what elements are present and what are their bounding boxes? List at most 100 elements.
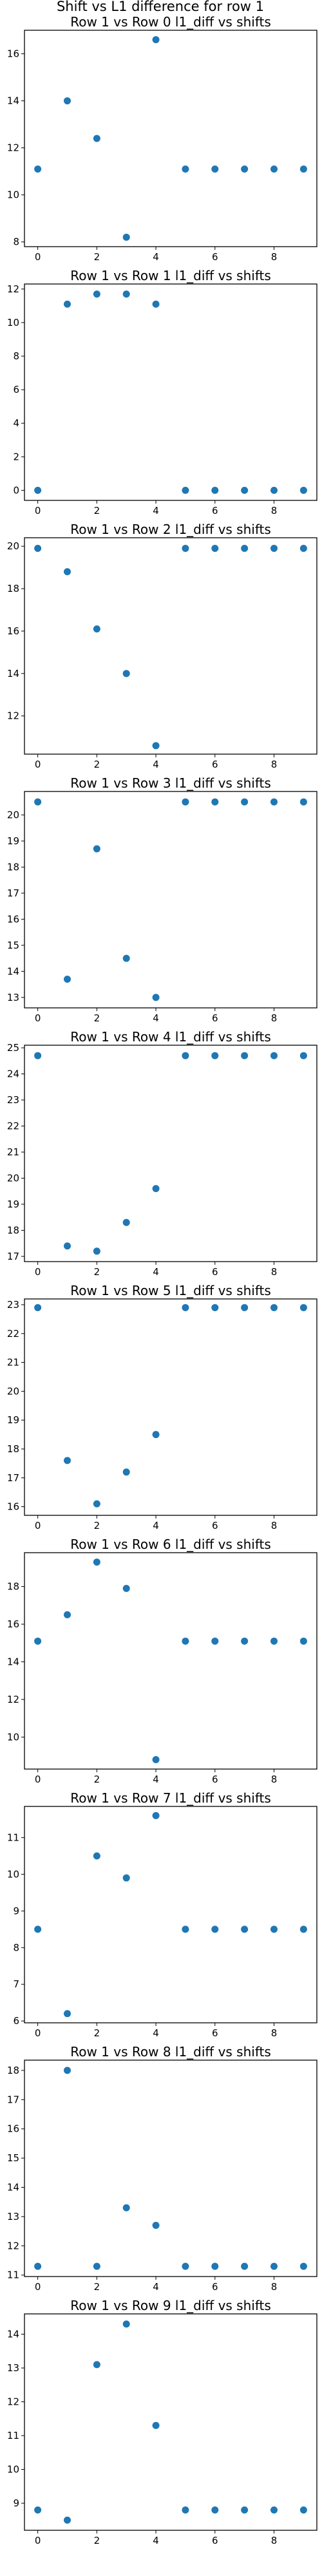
- subplot-7-ytick-label: 8: [13, 1942, 19, 1953]
- subplot-5-point-2: [93, 1500, 100, 1508]
- subplot-8: Row 1 vs Row 8 l1_diff vs shifts 0 2 4 6 8 11 1…: [7, 2044, 317, 2293]
- subplot-0-point-4: [152, 36, 160, 44]
- subplot-1-point-7: [241, 486, 249, 494]
- subplot-0-xtick-label: 2: [94, 251, 100, 263]
- subplot-4-ytick-label: 19: [7, 1198, 19, 1210]
- subplot-7: Row 1 vs Row 7 l1_diff vs shifts 0 2 4 6 8 6 7 8…: [7, 1790, 317, 2039]
- subplot-9-frame: [24, 2313, 317, 2531]
- subplot-5-point-9: [299, 1303, 307, 1311]
- subplot-9-title: Row 1 vs Row 9 l1_diff vs shifts: [70, 2298, 271, 2313]
- subplot-5-point-4: [152, 1431, 160, 1439]
- subplot-5-title: Row 1 vs Row 5 l1_diff vs shifts: [70, 1283, 271, 1298]
- subplot-2-xtick-label: 6: [212, 759, 218, 770]
- subplot-5-point-6: [211, 1303, 219, 1311]
- subplot-9-point-0: [34, 2506, 42, 2514]
- subplot-7-xtick-label: 6: [212, 2027, 218, 2039]
- subplot-0-point-8: [270, 165, 278, 173]
- subplot-0-xtick-label: 8: [271, 251, 278, 263]
- subplot-9-point-1: [63, 2516, 71, 2524]
- subplot-8-ytick-label: 17: [7, 2094, 19, 2105]
- subplot-3-point-8: [270, 798, 278, 806]
- subplot-6-ytick-label: 14: [7, 1656, 19, 1667]
- subplot-9-ytick-label: 10: [7, 2464, 19, 2476]
- subplot-3-ytick-label: 13: [7, 992, 19, 1003]
- subplot-3-xtick-label: 6: [212, 1012, 218, 1024]
- subplot-1-point-1: [63, 300, 71, 308]
- subplot-8-xtick-label: 0: [35, 2281, 41, 2293]
- subplot-9-ytick-label: 12: [7, 2396, 19, 2408]
- subplot-4-xtick-label: 4: [153, 1266, 159, 1278]
- subplot-2-point-6: [211, 544, 219, 552]
- subplot-3-frame: [24, 791, 317, 1009]
- subplot-7-point-2: [93, 1852, 100, 1860]
- subplot-5: Row 1 vs Row 5 l1_diff vs shifts 0 2 4 6 8 16 1…: [7, 1283, 317, 1531]
- subplot-8-point-0: [34, 2262, 42, 2270]
- subplot-5-point-3: [122, 1468, 130, 1476]
- subplot-8-xtick-label: 2: [94, 2281, 100, 2293]
- subplot-8-point-6: [211, 2262, 219, 2270]
- subplot-1-point-9: [299, 486, 307, 494]
- subplot-1-ytick-label: 2: [13, 451, 19, 462]
- subplot-9-ytick-label: 9: [13, 2497, 19, 2509]
- subplot-8-ytick-label: 18: [7, 2065, 19, 2076]
- subplot-9-xtick-label: 8: [271, 2535, 278, 2546]
- subplot-3-point-2: [93, 845, 100, 853]
- subplot-9-ytick-label: 13: [7, 2362, 19, 2374]
- subplot-6-ytick-label: 10: [7, 1731, 19, 1743]
- subplot-7-ytick-label: 7: [13, 1978, 19, 1990]
- subplot-2-ytick-label: 20: [7, 540, 19, 552]
- subplot-1-xtick-label: 8: [271, 505, 278, 516]
- subplot-6-point-9: [299, 1637, 307, 1645]
- subplot-0-point-9: [299, 165, 307, 173]
- subplot-3-point-5: [182, 798, 189, 806]
- subplot-0-point-6: [211, 165, 219, 173]
- subplot-4-ytick-label: 21: [7, 1146, 19, 1158]
- subplot-5-ytick-label: 21: [7, 1357, 19, 1368]
- subplot-7-xtick-label: 2: [94, 2027, 100, 2039]
- subplot-0-title: Row 1 vs Row 0 l1_diff vs shifts: [70, 14, 271, 30]
- subplot-4-ytick-label: 18: [7, 1224, 19, 1236]
- subplot-1-xtick-label: 2: [94, 505, 100, 516]
- subplot-7-title: Row 1 vs Row 7 l1_diff vs shifts: [70, 1790, 271, 1806]
- subplot-0-point-0: [34, 165, 42, 173]
- subplot-9-xtick-label: 6: [212, 2535, 218, 2546]
- subplot-9-xtick-label: 4: [153, 2535, 159, 2546]
- subplot-4-xtick-label: 2: [94, 1266, 100, 1278]
- subplot-1-title: Row 1 vs Row 1 l1_diff vs shifts: [70, 268, 271, 283]
- subplot-2-point-5: [182, 544, 189, 552]
- subplot-5-point-8: [270, 1303, 278, 1311]
- subplot-2-point-1: [63, 568, 71, 576]
- subplot-1-xtick-label: 0: [35, 505, 41, 516]
- subplot-7-point-7: [241, 1926, 249, 1933]
- subplot-1: Row 1 vs Row 1 l1_diff vs shifts 0 2 4 6 8 0 2 4…: [7, 268, 317, 516]
- subplot-3-xtick-label: 0: [35, 1012, 41, 1024]
- subplot-9-point-9: [299, 2506, 307, 2514]
- subplot-2-xtick-label: 0: [35, 759, 41, 770]
- subplot-3-point-1: [63, 975, 71, 983]
- subplot-7-ytick-label: 9: [13, 1905, 19, 1917]
- subplot-2-point-9: [299, 544, 307, 552]
- subplot-4-title: Row 1 vs Row 4 l1_diff vs shifts: [70, 1029, 271, 1045]
- subplot-6-point-0: [34, 1637, 42, 1645]
- subplot-0-xtick-label: 4: [153, 251, 159, 263]
- subplot-6-point-2: [93, 1558, 100, 1566]
- subplot-5-ytick-label: 23: [7, 1299, 19, 1311]
- subplot-2-ytick-label: 14: [7, 668, 19, 679]
- subplot-3-ytick-label: 17: [7, 887, 19, 899]
- subplot-5-xtick-label: 2: [94, 1520, 100, 1531]
- subplot-3-point-9: [299, 798, 307, 806]
- subplot-9-point-7: [241, 2506, 249, 2514]
- subplot-6-ytick-label: 12: [7, 1694, 19, 1705]
- subplot-6-title: Row 1 vs Row 6 l1_diff vs shifts: [70, 1537, 271, 1552]
- subplot-1-xtick-label: 6: [212, 505, 218, 516]
- subplot-3-point-7: [241, 798, 249, 806]
- subplot-7-point-8: [270, 1926, 278, 1933]
- subplot-5-point-1: [63, 1457, 71, 1464]
- subplot-6: Row 1 vs Row 6 l1_diff vs shifts 0 2 4 6 8 10 1…: [7, 1537, 317, 1785]
- subplot-8-point-1: [63, 2067, 71, 2074]
- subplot-1-point-6: [211, 486, 219, 494]
- subplot-6-point-3: [122, 1585, 130, 1593]
- subplot-8-ytick-label: 12: [7, 2240, 19, 2251]
- subplot-4-point-9: [299, 1052, 307, 1059]
- subplot-9-point-8: [270, 2506, 278, 2514]
